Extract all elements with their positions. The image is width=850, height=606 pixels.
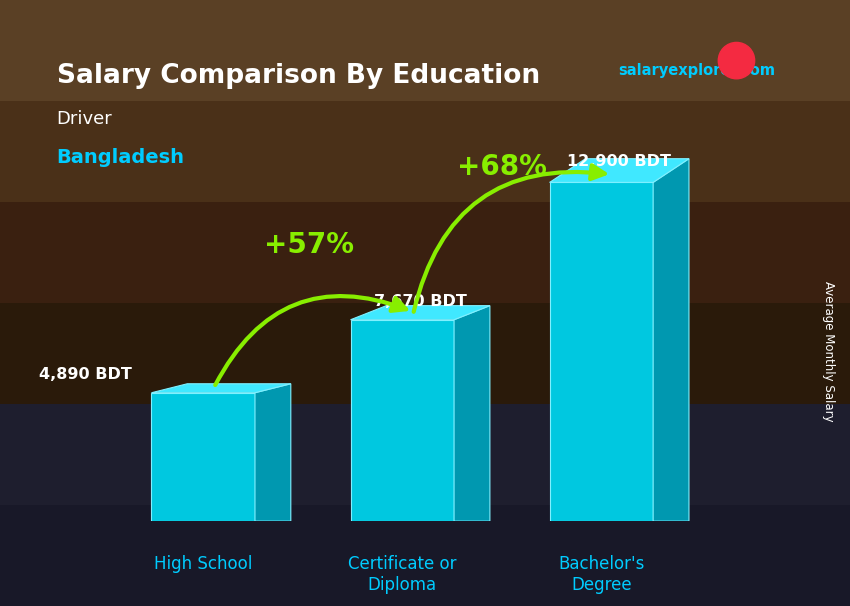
Circle shape <box>718 42 755 79</box>
Text: +68%: +68% <box>457 153 547 181</box>
Polygon shape <box>350 320 454 521</box>
Text: Salary Comparison By Education: Salary Comparison By Education <box>57 62 540 88</box>
Text: salaryexplorer.com: salaryexplorer.com <box>618 62 775 78</box>
Polygon shape <box>550 182 653 521</box>
Text: 12,900 BDT: 12,900 BDT <box>567 155 672 169</box>
Text: Certificate or
Diploma: Certificate or Diploma <box>348 555 456 594</box>
Polygon shape <box>255 384 291 521</box>
Polygon shape <box>350 305 490 320</box>
Polygon shape <box>550 159 689 182</box>
Text: +57%: +57% <box>264 231 354 259</box>
Text: 4,890 BDT: 4,890 BDT <box>38 367 132 382</box>
Text: Driver: Driver <box>57 110 112 128</box>
Text: High School: High School <box>154 555 252 573</box>
Polygon shape <box>454 305 490 521</box>
Text: Bangladesh: Bangladesh <box>57 148 184 167</box>
Polygon shape <box>151 393 255 521</box>
Text: 7,670 BDT: 7,670 BDT <box>374 295 467 309</box>
Polygon shape <box>151 384 291 393</box>
Text: Average Monthly Salary: Average Monthly Salary <box>822 281 836 422</box>
Text: Bachelor's
Degree: Bachelor's Degree <box>558 555 644 594</box>
Polygon shape <box>653 159 689 521</box>
